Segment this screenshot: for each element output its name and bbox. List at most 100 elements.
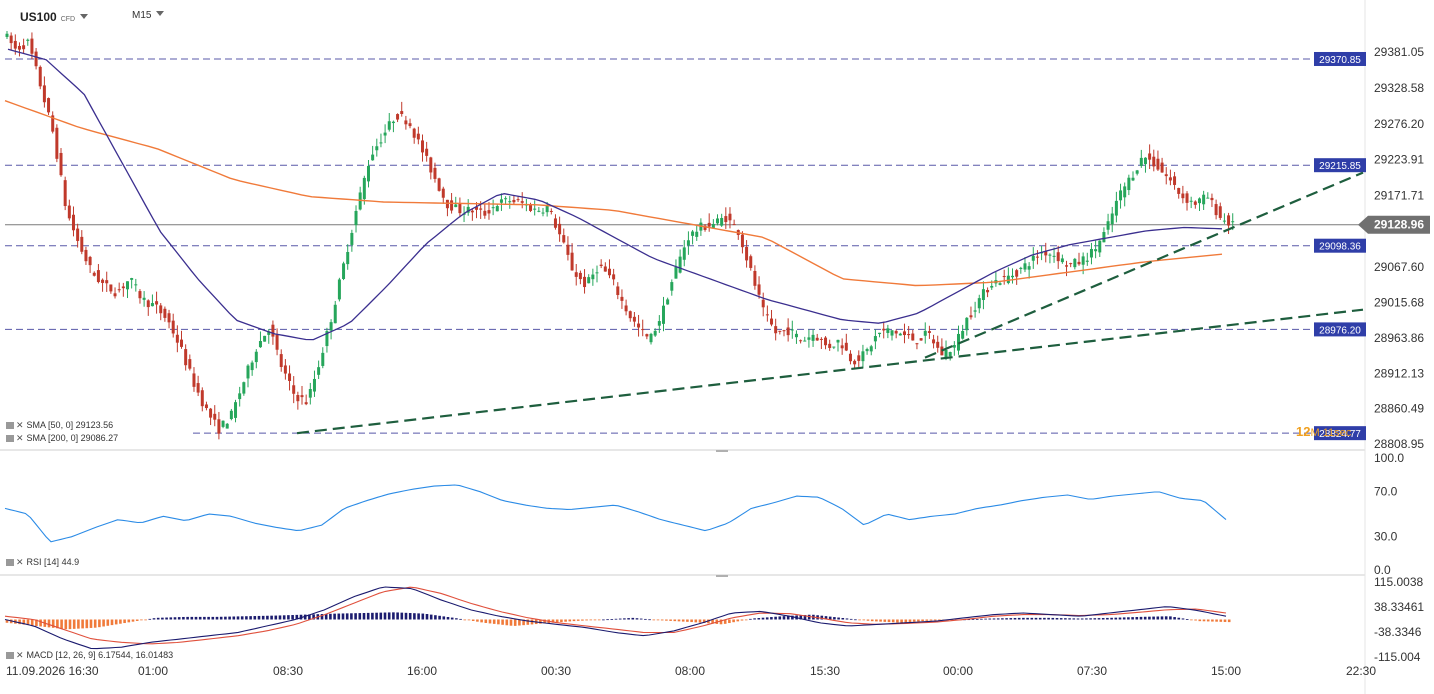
candle-body: [894, 330, 898, 334]
macd-histogram-bar: [224, 616, 227, 620]
close-icon[interactable]: ✕: [16, 420, 24, 430]
close-icon[interactable]: ✕: [16, 557, 24, 567]
candle-body: [487, 210, 491, 214]
macd-histogram-bar: [345, 613, 349, 620]
candle-body: [927, 331, 931, 333]
macd-histogram-bar: [1118, 617, 1122, 620]
candle-body: [271, 324, 275, 337]
macd-histogram-bar: [1089, 618, 1092, 620]
settings-icon[interactable]: [6, 435, 14, 442]
macd-legend[interactable]: ✕ MACD [12, 26, 9] 6.17544, 16.01483: [6, 650, 173, 661]
macd-histogram-bar: [1135, 616, 1139, 620]
macd-histogram-bar: [564, 619, 567, 622]
candle-body: [961, 331, 965, 339]
macd-histogram-bar: [870, 619, 874, 622]
settings-icon[interactable]: [6, 422, 14, 429]
candle-body: [217, 419, 221, 434]
settings-icon[interactable]: [6, 559, 14, 566]
macd-histogram-bar: [182, 616, 185, 620]
macd-histogram-bar: [169, 617, 173, 620]
macd-histogram-bar: [140, 619, 143, 621]
macd-histogram-bar: [198, 616, 202, 620]
candle-body: [258, 341, 262, 348]
candle-body: [1098, 240, 1102, 253]
macd-histogram-bar: [434, 615, 437, 620]
candle-body: [616, 286, 620, 296]
sma50-legend[interactable]: ✕ SMA [50, 0] 29123.56: [6, 420, 113, 431]
candle-body: [657, 321, 661, 326]
candle-body: [213, 413, 217, 420]
candle-body: [566, 244, 570, 255]
timeframe-selector[interactable]: M15: [132, 10, 165, 21]
macd-histogram-bar: [1085, 618, 1088, 620]
level-label-box: [1314, 158, 1366, 173]
candle-body: [159, 305, 163, 314]
symbol-selector[interactable]: US100 CFD: [20, 10, 89, 24]
candle-body: [782, 330, 786, 332]
y-axis-tick-label: 29223.91: [1374, 153, 1424, 167]
macd-histogram-bar: [627, 618, 630, 620]
macd-histogram-bar: [421, 613, 425, 620]
macd-histogram-bar: [274, 615, 278, 620]
macd-histogram-bar: [639, 618, 643, 620]
macd-histogram-bar: [93, 619, 97, 628]
macd-histogram-bar: [950, 619, 954, 621]
close-icon[interactable]: ✕: [16, 433, 24, 443]
macd-histogram-bar: [673, 619, 677, 622]
candle-body: [803, 340, 807, 342]
sma200-legend[interactable]: ✕ SMA [200, 0] 29086.27: [6, 433, 118, 444]
macd-histogram-bar: [585, 619, 588, 621]
sma200-label: SMA [200, 0] 29086.27: [26, 433, 119, 443]
candle-body: [325, 331, 329, 347]
macd-histogram-bar: [723, 619, 727, 624]
candle-body: [5, 33, 9, 37]
macd-histogram-bar: [471, 619, 475, 621]
close-icon[interactable]: ✕: [16, 650, 24, 660]
macd-histogram-bar: [455, 618, 458, 620]
candle-body: [1227, 215, 1231, 226]
candle-body: [483, 210, 487, 216]
macd-histogram-bar: [110, 619, 114, 626]
candle-body: [1073, 258, 1077, 268]
candle-body: [175, 334, 179, 343]
rsi-legend[interactable]: ✕ RSI [14] 44.9: [6, 557, 79, 568]
candle-body: [292, 385, 296, 394]
candle-body: [1077, 261, 1081, 265]
candle-body: [1081, 256, 1085, 265]
candle-body: [495, 206, 499, 212]
macd-histogram-bar: [526, 619, 530, 625]
candle-body: [42, 85, 46, 103]
rsi-tick-label: 70.0: [1374, 485, 1398, 499]
x-axis-tick-label: 00:30: [541, 664, 571, 678]
candle-body: [221, 420, 225, 427]
candle-body: [670, 282, 674, 291]
rsi-tick-label: 0.0: [1374, 563, 1391, 577]
sma50-line: [7, 48, 1223, 341]
macd-histogram-bar: [610, 619, 614, 620]
macd-tick-label: -38.3346: [1374, 625, 1422, 639]
pane-resize-handle: [716, 450, 728, 452]
macd-histogram-bar: [1030, 617, 1034, 620]
candle-body: [346, 251, 350, 265]
macd-histogram-bar: [350, 613, 353, 620]
macd-histogram-bar: [875, 619, 878, 622]
macd-histogram-bar: [854, 619, 857, 621]
settings-icon[interactable]: [6, 652, 14, 659]
macd-histogram-bar: [677, 619, 681, 622]
candle-body: [412, 128, 416, 138]
macd-histogram-bar: [614, 618, 618, 620]
macd-histogram-bar: [984, 618, 987, 620]
candle-body: [84, 249, 88, 262]
macd-histogram-bar: [728, 619, 731, 624]
candle-body: [591, 274, 595, 280]
macd-histogram-bar: [761, 617, 765, 620]
candle-body: [34, 51, 38, 67]
candle-body: [1218, 206, 1222, 218]
candle-body: [391, 121, 395, 124]
macd-histogram-bar: [484, 619, 488, 623]
candle-body: [645, 334, 649, 337]
macd-histogram-bar: [581, 619, 584, 621]
macd-histogram-bar: [1114, 617, 1118, 620]
macd-histogram-bar: [488, 619, 492, 624]
